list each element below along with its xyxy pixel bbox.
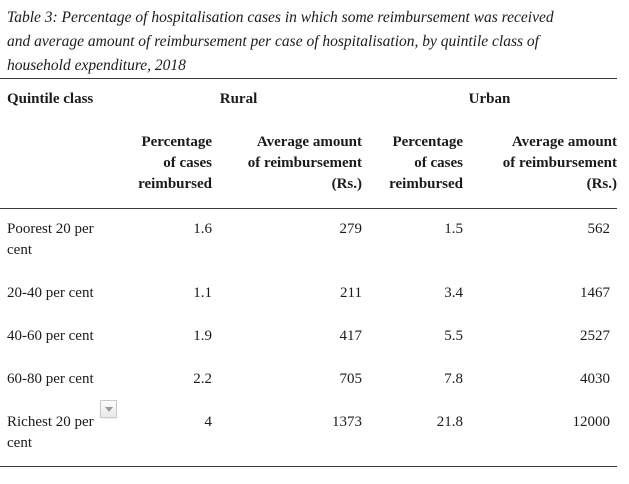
urban-avg-value: 1467: [580, 285, 610, 301]
header-line: of reimbursement: [247, 155, 362, 171]
caption-line: household expenditure, 2018: [7, 57, 186, 74]
quintile-label: Richest 20 per cent: [7, 414, 94, 451]
rural-pct-value: 1.1: [193, 285, 212, 301]
header-urban-pct: Percentage of cases reimbursed: [362, 132, 463, 209]
dropdown-button[interactable]: [100, 400, 117, 418]
rural-pct-value: 2.2: [193, 371, 212, 387]
header-rural-avg: Average amount of reimbursement (Rs.): [212, 132, 362, 209]
rural-avg-value: 1373: [332, 414, 362, 430]
header-line: Average amount: [511, 134, 617, 150]
header-line: Average amount: [256, 134, 362, 150]
table-row: Poorest 20 per cent 1.6 279 1.5 562: [0, 209, 617, 274]
header-group-rural: Rural: [219, 91, 258, 107]
reimbursement-table: Quintile class Rural Urban Percentage of…: [0, 78, 617, 467]
header-line: Percentage: [141, 134, 212, 150]
header-group-urban: Urban: [468, 91, 511, 107]
header-line: (Rs.): [586, 176, 617, 192]
header-line: of reimbursement: [502, 155, 617, 171]
urban-avg-value: 562: [587, 221, 611, 237]
header-line: reimbursed: [138, 176, 212, 192]
urban-pct-value: 1.5: [444, 221, 463, 237]
urban-avg-value: 12000: [572, 414, 611, 430]
group-header-row: Quintile class Rural Urban: [0, 79, 617, 133]
table-caption: Table 3: Percentage of hospitalisation c…: [7, 6, 619, 78]
table-row: 60-80 per cent 2.2 705 7.8 4030: [0, 359, 617, 402]
rural-pct-value: 1.9: [193, 328, 212, 344]
rural-avg-value: 279: [339, 221, 363, 237]
table-row: Richest 20 per cent 4 1373 21.8 12000: [0, 402, 617, 467]
rural-pct-value: 1.6: [193, 221, 212, 237]
urban-avg-value: 2527: [580, 328, 610, 344]
header-line: (Rs.): [331, 176, 362, 192]
urban-pct-value: 5.5: [444, 328, 463, 344]
table-row: 20-40 per cent 1.1 211 3.4 1467: [0, 273, 617, 316]
caption-line: Table 3: Percentage of hospitalisation c…: [7, 9, 554, 26]
urban-avg-value: 4030: [580, 371, 610, 387]
table-row: 40-60 per cent 1.9 417 5.5 2527: [0, 316, 617, 359]
quintile-label: 40-60 per cent: [7, 328, 94, 344]
rural-avg-value: 417: [339, 328, 363, 344]
header-spacer: [0, 132, 115, 209]
header-line: reimbursed: [389, 176, 463, 192]
rural-avg-value: 211: [340, 285, 362, 301]
urban-pct-value: 7.8: [444, 371, 463, 387]
header-line: of cases: [414, 155, 463, 171]
header-urban-avg: Average amount of reimbursement (Rs.): [463, 132, 617, 209]
urban-pct-value: 21.8: [436, 414, 463, 430]
header-rural-pct: Percentage of cases reimbursed: [115, 132, 212, 209]
quintile-label: 60-80 per cent: [7, 371, 94, 387]
header-line: Percentage: [392, 134, 463, 150]
chevron-down-icon: [104, 406, 113, 412]
rural-avg-value: 705: [339, 371, 363, 387]
header-line: of cases: [163, 155, 212, 171]
header-quintile-class: Quintile class: [7, 91, 94, 107]
caption-line: and average amount of reimbursement per …: [7, 33, 539, 50]
rural-pct-value: 4: [204, 414, 213, 430]
quintile-label: 20-40 per cent: [7, 285, 94, 301]
column-header-row: Percentage of cases reimbursed Average a…: [0, 132, 617, 209]
quintile-label: Poorest 20 per cent: [7, 221, 94, 258]
urban-pct-value: 3.4: [444, 285, 463, 301]
